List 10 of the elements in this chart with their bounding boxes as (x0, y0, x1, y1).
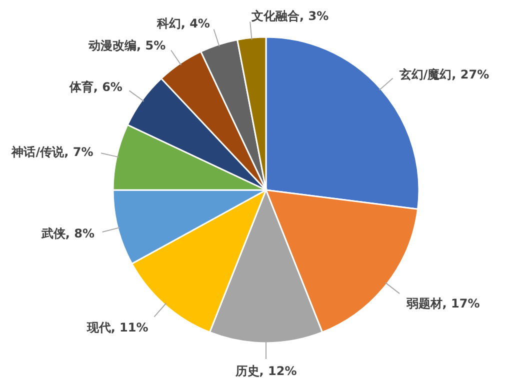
slice-label: 体育, 6% (68, 80, 122, 94)
slice-label: 弱题材, 17% (405, 296, 480, 310)
slice-label: 神话/传说, 7% (10, 144, 94, 159)
slice-label: 历史, 12% (234, 364, 297, 378)
slice-label: 动漫改编, 5% (88, 38, 166, 52)
slice-label: 科幻, 4% (156, 16, 210, 31)
slice-label: 文化融合, 3% (250, 8, 329, 23)
slice-label: 玄幻/魔幻, 27% (398, 67, 490, 82)
slice-label: 武侠, 8% (40, 226, 94, 241)
slice-label: 现代, 11% (86, 320, 148, 334)
